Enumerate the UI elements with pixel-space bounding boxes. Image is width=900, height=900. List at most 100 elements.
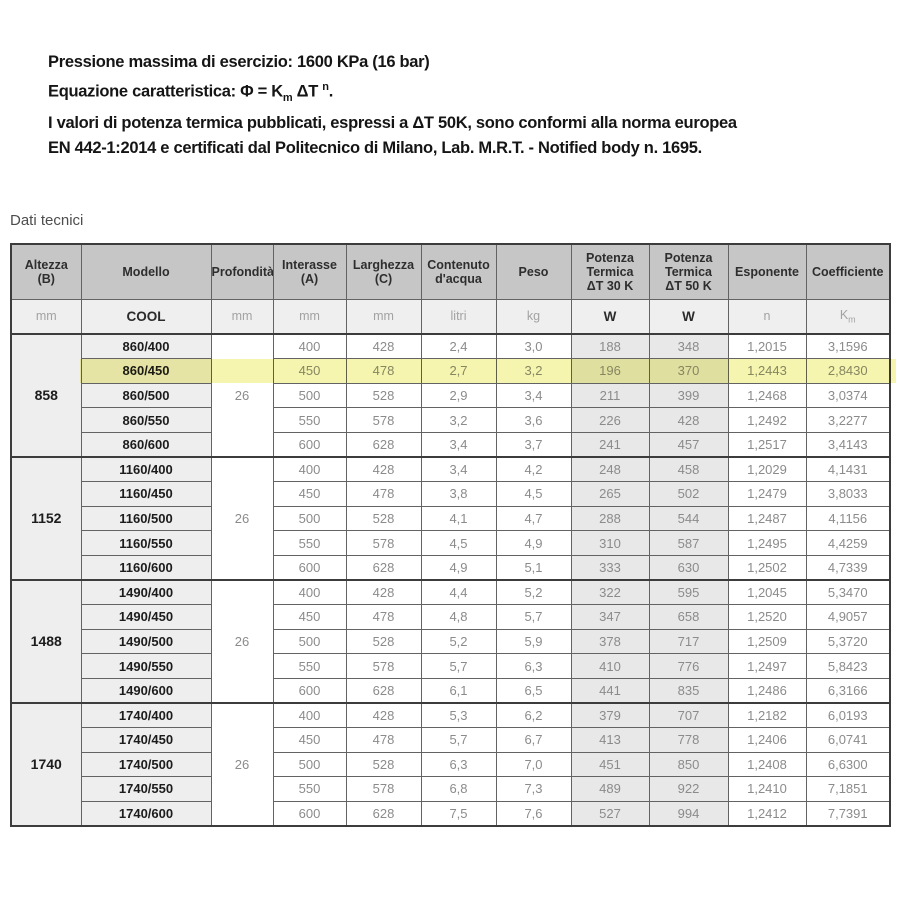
modello-cell: 1160/400 xyxy=(80,456,212,483)
potenza-30k-cell: 241 xyxy=(570,431,650,458)
larghezza-cell: 528 xyxy=(345,505,422,532)
esponente-cell: 1,2479 xyxy=(727,481,807,507)
esponente-cell: 1,2495 xyxy=(727,530,807,556)
altezza-cell: 858 xyxy=(10,333,82,458)
potenza-50k-cell: 399 xyxy=(648,382,729,409)
modello-cell: 860/600 xyxy=(80,431,212,458)
coefficiente-cell: 7,7391 xyxy=(805,800,891,827)
coefficiente-cell: 4,1156 xyxy=(805,505,891,532)
profondita-cell: 26 xyxy=(210,702,274,827)
potenza-30k-cell: 347 xyxy=(570,604,650,630)
peso-cell: 3,0 xyxy=(495,333,572,360)
potenza-50k-cell: 348 xyxy=(648,333,729,360)
esponente-cell: 1,2468 xyxy=(727,382,807,409)
modello-cell: 1160/450 xyxy=(80,481,212,507)
potenza-50k-cell: 922 xyxy=(648,776,729,802)
contenuto-cell: 7,5 xyxy=(420,800,497,827)
interasse-cell: 450 xyxy=(272,481,347,507)
contenuto-cell: 4,9 xyxy=(420,554,497,581)
intro-line-equation: Equazione caratteristica: Φ = Km ΔT n. xyxy=(48,75,737,111)
esponente-cell: 1,2410 xyxy=(727,776,807,802)
modello-cell: 1740/450 xyxy=(80,727,212,753)
section-title: Dati tecnici xyxy=(10,212,84,229)
peso-cell: 3,2 xyxy=(495,358,572,384)
potenza-50k-cell: 717 xyxy=(648,628,729,655)
potenza-50k-cell: 587 xyxy=(648,530,729,556)
modello-cell: 1490/400 xyxy=(80,579,212,606)
unit-larghezza: mm xyxy=(345,298,422,335)
interasse-cell: 400 xyxy=(272,579,347,606)
profondita-cell: 26 xyxy=(210,333,274,458)
peso-cell: 5,9 xyxy=(495,628,572,655)
intro-line-norm: I valori di potenza termica pubblicati, … xyxy=(48,113,737,132)
peso-cell: 4,2 xyxy=(495,456,572,483)
potenza-30k-cell: 441 xyxy=(570,677,650,704)
table-row: 860/550 550 578 3,2 3,6 226 428 1,2492 3,2277 xyxy=(11,407,891,433)
unit-peso: kg xyxy=(495,298,572,335)
interasse-cell: 450 xyxy=(272,358,347,384)
larghezza-cell: 528 xyxy=(345,628,422,655)
potenza-50k-cell: 850 xyxy=(648,751,729,778)
potenza-50k-cell: 595 xyxy=(648,579,729,606)
interasse-cell: 550 xyxy=(272,530,347,556)
peso-cell: 6,3 xyxy=(495,653,572,679)
unit-contenuto: litri xyxy=(420,298,497,335)
modello-cell: 1160/600 xyxy=(80,554,212,581)
potenza-50k-cell: 457 xyxy=(648,431,729,458)
peso-cell: 4,5 xyxy=(495,481,572,507)
esponente-cell: 1,2502 xyxy=(727,554,807,581)
coefficiente-cell: 6,0741 xyxy=(805,727,891,753)
col-header-altezza: Altezza (B) xyxy=(10,243,82,300)
coefficiente-cell: 3,2277 xyxy=(805,407,891,433)
larghezza-cell: 628 xyxy=(345,677,422,704)
potenza-50k-cell: 428 xyxy=(648,407,729,433)
modello-cell: 1490/500 xyxy=(80,628,212,655)
potenza-30k-cell: 188 xyxy=(570,333,650,360)
potenza-50k-cell: 778 xyxy=(648,727,729,753)
esponente-cell: 1,2487 xyxy=(727,505,807,532)
table-row: 1488 1490/400 26 400 428 4,4 5,2 322 595 1,2045 5,… xyxy=(10,579,891,704)
interasse-cell: 500 xyxy=(272,751,347,778)
group-1488: 1488 1490/400 26 400 428 4,4 5,2 322 595 1,2045 5,… xyxy=(10,579,891,704)
larghezza-cell: 578 xyxy=(345,776,422,802)
modello-cell: 1740/500 xyxy=(80,751,212,778)
modello-cell: 1490/600 xyxy=(80,677,212,704)
esponente-cell: 1,2509 xyxy=(727,628,807,655)
table-row: 860/600 600 628 3,4 3,7 241 457 1,2517 3,4143 xyxy=(11,431,891,458)
larghezza-cell: 478 xyxy=(345,604,422,630)
coefficiente-cell: 2,8430 xyxy=(805,358,891,384)
table-row-highlighted: 860/450 450 478 2,7 3,2 196 370 1,2443 2,8430 xyxy=(11,358,891,384)
esponente-cell: 1,2408 xyxy=(727,751,807,778)
table-row: 1490/450 450 478 4,8 5,7 347 658 1,2520 4,9057 xyxy=(11,604,891,630)
modello-cell: 860/500 xyxy=(80,382,212,409)
table-row: 1160/600 600 628 4,9 5,1 333 630 1,2502 4,7339 xyxy=(11,554,891,581)
group-1152: 1152 1160/400 26 400 428 3,4 4,2 248 458 1,2029 4,… xyxy=(10,456,891,581)
potenza-30k-cell: 333 xyxy=(570,554,650,581)
unit-interasse: mm xyxy=(272,298,347,335)
interasse-cell: 450 xyxy=(272,604,347,630)
potenza-50k-cell: 658 xyxy=(648,604,729,630)
col-header-modello: Modello xyxy=(80,243,212,300)
col-header-larghezza: Larghezza (C) xyxy=(345,243,422,300)
peso-cell: 3,7 xyxy=(495,431,572,458)
table-row: 860/500 500 528 2,9 3,4 211 399 1,2468 3,0374 xyxy=(11,382,891,409)
interasse-cell: 600 xyxy=(272,431,347,458)
table-row: 1160/500 500 528 4,1 4,7 288 544 1,2487 4,1156 xyxy=(11,505,891,532)
col-header-peso: Peso xyxy=(495,243,572,300)
interasse-cell: 600 xyxy=(272,677,347,704)
esponente-cell: 1,2517 xyxy=(727,431,807,458)
contenuto-cell: 5,2 xyxy=(420,628,497,655)
potenza-50k-cell: 835 xyxy=(648,677,729,704)
equation-subscript: m xyxy=(282,91,293,104)
interasse-cell: 500 xyxy=(272,505,347,532)
potenza-50k-cell: 994 xyxy=(648,800,729,827)
coefficiente-cell: 4,4259 xyxy=(805,530,891,556)
coefficiente-cell: 6,0193 xyxy=(805,702,891,728)
esponente-cell: 1,2182 xyxy=(727,702,807,728)
larghezza-cell: 478 xyxy=(345,727,422,753)
interasse-cell: 500 xyxy=(272,628,347,655)
esponente-cell: 1,2406 xyxy=(727,727,807,753)
contenuto-cell: 6,3 xyxy=(420,751,497,778)
modello-cell: 1160/500 xyxy=(80,505,212,532)
contenuto-cell: 5,7 xyxy=(420,727,497,753)
